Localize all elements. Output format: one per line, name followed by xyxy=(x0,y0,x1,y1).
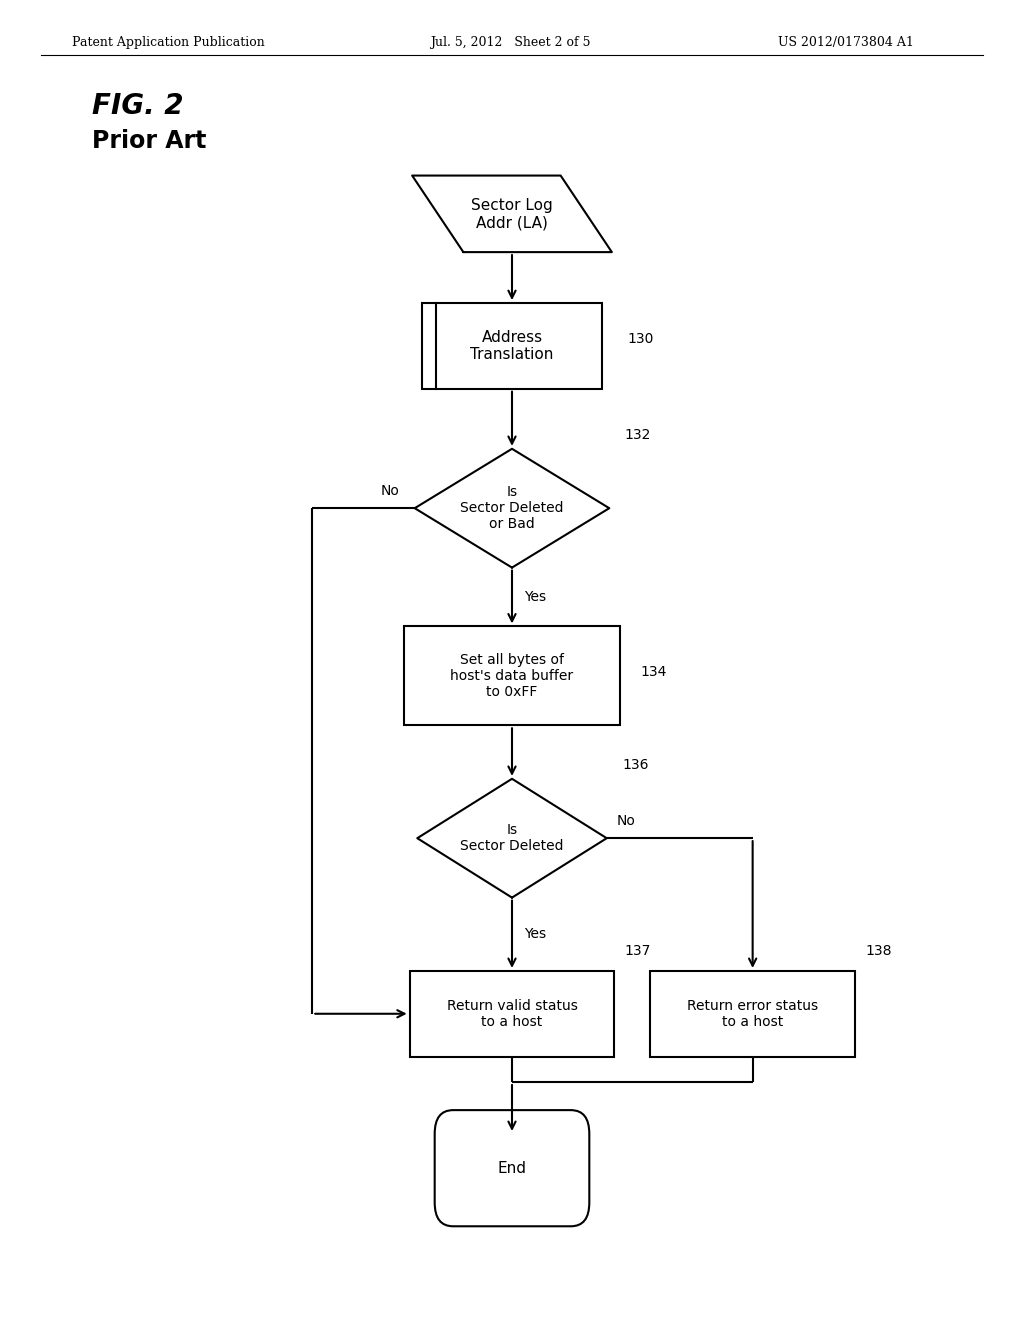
Text: 130: 130 xyxy=(627,333,653,346)
Text: Is
Sector Deleted: Is Sector Deleted xyxy=(460,824,564,853)
Text: Return valid status
to a host: Return valid status to a host xyxy=(446,999,578,1028)
Text: 134: 134 xyxy=(640,665,667,678)
Bar xyxy=(404,627,620,726)
Text: Return error status
to a host: Return error status to a host xyxy=(687,999,818,1028)
Text: Sector Log
Addr (LA): Sector Log Addr (LA) xyxy=(471,198,553,230)
FancyBboxPatch shape xyxy=(434,1110,590,1226)
Text: 138: 138 xyxy=(865,944,892,958)
Bar xyxy=(410,972,614,1056)
Text: 132: 132 xyxy=(625,428,651,442)
Text: 137: 137 xyxy=(625,944,651,958)
Text: Patent Application Publication: Patent Application Publication xyxy=(72,36,264,49)
Text: US 2012/0173804 A1: US 2012/0173804 A1 xyxy=(778,36,914,49)
Text: Set all bytes of
host's data buffer
to 0xFF: Set all bytes of host's data buffer to 0… xyxy=(451,652,573,700)
Text: Jul. 5, 2012   Sheet 2 of 5: Jul. 5, 2012 Sheet 2 of 5 xyxy=(430,36,591,49)
Text: End: End xyxy=(498,1160,526,1176)
Bar xyxy=(422,304,601,388)
Text: No: No xyxy=(616,813,636,828)
Text: Yes: Yes xyxy=(524,927,547,941)
Text: 136: 136 xyxy=(623,758,648,772)
Bar xyxy=(650,972,855,1056)
Text: Address
Translation: Address Translation xyxy=(470,330,554,362)
Text: FIG. 2: FIG. 2 xyxy=(92,91,183,120)
Text: Is
Sector Deleted
or Bad: Is Sector Deleted or Bad xyxy=(460,484,564,532)
Text: Yes: Yes xyxy=(524,590,547,605)
Text: Prior Art: Prior Art xyxy=(92,129,207,153)
Text: No: No xyxy=(381,483,399,498)
